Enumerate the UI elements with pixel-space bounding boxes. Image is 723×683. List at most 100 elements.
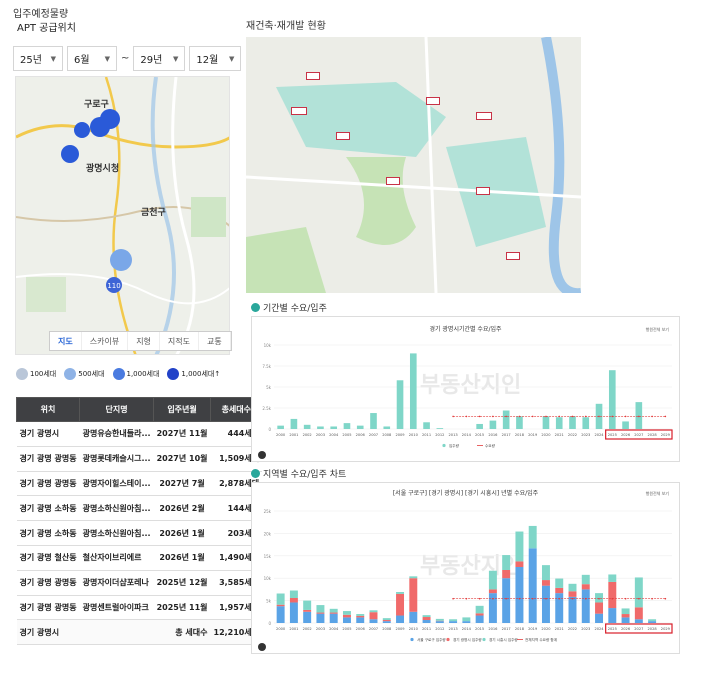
bar (608, 574, 617, 582)
bar (488, 593, 497, 623)
x-tick-label: 2006 (356, 433, 366, 437)
cell-location: 경기 광명 소하동 (16, 520, 80, 546)
bar (528, 548, 537, 623)
x-tick-label: 2015 (475, 627, 484, 631)
bar (581, 574, 590, 585)
section-period-heading: 기간별 수요/입주 (251, 301, 327, 314)
bar (277, 425, 284, 429)
bar (435, 618, 444, 621)
bar (370, 413, 377, 429)
table-row[interactable]: 경기 광명 소하동 광명소하신원아침... 2026년 1월 203세대 (16, 520, 263, 546)
tab-map[interactable]: 지도 (50, 332, 82, 350)
x-tick-label: 2011 (422, 433, 431, 437)
from-year-select[interactable]: 25년 ▼ (13, 46, 63, 71)
cell-location: 경기 광명시 (16, 421, 80, 447)
settings-icon (258, 643, 266, 651)
x-tick-label: 2010 (409, 627, 419, 631)
bar (595, 602, 604, 614)
col-header-complex[interactable]: 단지명 (79, 397, 155, 422)
x-tick-label: 2003 (316, 627, 325, 631)
bar (409, 578, 418, 612)
highlight-box (605, 623, 673, 634)
col-header-date[interactable]: 입주년월 (153, 397, 211, 422)
chevron-down-icon: ▼ (229, 54, 235, 63)
tab-skyview[interactable]: 스카이뷰 (82, 332, 129, 350)
bar (488, 570, 497, 590)
y-tick-label: 10k (264, 343, 272, 348)
legend-label: 입주량 (449, 443, 460, 448)
bar (634, 577, 643, 608)
bar (396, 380, 404, 429)
table-row[interactable]: 경기 광명시 광명유승한내들라... 2027년 11월 444세대 (16, 421, 263, 447)
supply-map[interactable]: 110 구로구 광명시청 금천구 (15, 76, 230, 355)
table-row[interactable]: 경기 광명 광명동 광명자이힐스테이... 2027년 7월 2,878세대 (16, 471, 263, 497)
marker-1000plus-icon (167, 368, 180, 380)
view-all-button[interactable]: 행원전체 보기 (645, 327, 669, 332)
bar (634, 607, 643, 620)
cell-complex: 광명자이더샵포레나 (79, 570, 154, 596)
x-tick-label: 2009 (395, 433, 405, 437)
table-row[interactable]: 경기 광명 철산동 철산자이브리에르 2026년 1월 1,490세대 (16, 545, 263, 571)
period-chart-panel: 경기 광명시기간별 수요/입주 행원전체 보기 부동산지인 0 2.5k 5k 7.5… (251, 316, 680, 462)
table-row[interactable]: 경기 광명 소하동 광명소하신원아침... 2026년 2월 144세대 (16, 495, 263, 522)
tab-traffic[interactable]: 교통 (199, 332, 231, 350)
map-type-tabs: 지도 스카이뷰 지형 지적도 교통 (49, 331, 232, 351)
cell-date: 2025년 12월 (153, 570, 211, 596)
x-tick-label: 2016 (488, 433, 498, 437)
table-row[interactable]: 경기 광명 광명동 광명롯데캐슬시그... 2027년 10월 1,509세대 (16, 446, 263, 472)
bar (449, 621, 458, 623)
map-marker-icon[interactable] (110, 249, 132, 271)
table-row[interactable]: 경기 광명 광명동 광명자이더샵포레나 2025년 12월 3,585세대 (16, 570, 263, 596)
section-region-heading: 지역별 수요/입주 차트 (251, 467, 346, 480)
view-all-button[interactable]: 행원전체 보기 (645, 491, 669, 496)
bar (581, 584, 590, 590)
cell-date: 2027년 7월 (153, 471, 211, 497)
x-tick-label: 2001 (289, 627, 298, 631)
y-tick-label: 0 (268, 427, 271, 432)
x-tick-label: 2029 (661, 627, 671, 631)
legend-swatch (482, 637, 486, 642)
bar (555, 593, 564, 623)
to-year-select[interactable]: 29년 ▼ (133, 46, 186, 71)
map-marker-icon[interactable] (61, 145, 79, 163)
x-tick-label: 2012 (435, 433, 444, 437)
cell-complex: 광명소하신원아침... (79, 520, 154, 546)
bar (648, 619, 657, 622)
bar (422, 615, 431, 618)
line-point (478, 415, 481, 418)
bar (515, 567, 524, 623)
x-tick-label: 2016 (488, 627, 498, 631)
legend-label: 수요량 (485, 443, 496, 448)
marker-100-icon (16, 368, 28, 380)
tab-cadastral[interactable]: 지적도 (160, 332, 200, 350)
bar (356, 615, 365, 618)
cell-location: 경기 광명 철산동 (16, 545, 80, 571)
bar (396, 593, 405, 616)
bar (568, 583, 577, 592)
redevelopment-title: 재건축·재개발 현황 (246, 21, 326, 32)
x-tick-label: 2029 (661, 433, 671, 437)
bar (356, 617, 365, 623)
from-month-select[interactable]: 6월 ▼ (67, 46, 117, 71)
col-header-location[interactable]: 위치 (15, 397, 81, 422)
map-marker-icon[interactable] (74, 122, 90, 138)
tab-terrain[interactable]: 지형 (128, 332, 160, 350)
bar (289, 590, 298, 598)
redevelopment-map[interactable] (246, 37, 581, 293)
table-row[interactable]: 경기 광명 광명동 광명센트럴아이파크 2025년 11월 1,957세대 (16, 595, 263, 621)
bar (409, 353, 417, 429)
bar (409, 576, 418, 579)
cell-complex: 광명자이힐스테이... (79, 471, 154, 497)
cell-date: 2025년 11월 (153, 595, 211, 621)
line-point (638, 415, 640, 418)
bar (568, 591, 577, 597)
x-tick-label: 2014 (462, 433, 472, 437)
bar (621, 608, 630, 615)
x-tick-label: 2020 (541, 433, 551, 437)
y-tick-label: 0 (268, 621, 271, 626)
bar (608, 370, 616, 429)
map-marker-icon[interactable] (100, 109, 120, 129)
bar (369, 610, 378, 613)
to-month-select[interactable]: 12월 ▼ (189, 46, 242, 71)
